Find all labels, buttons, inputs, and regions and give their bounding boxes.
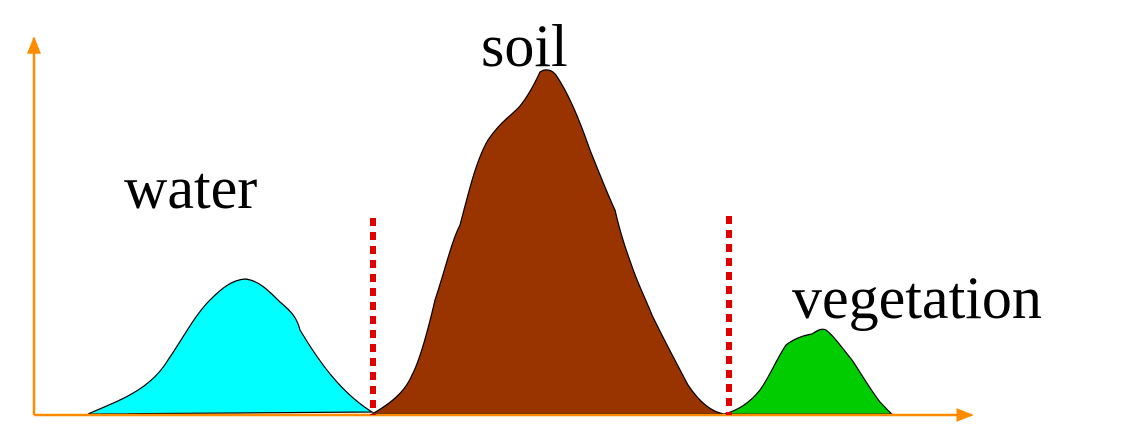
water-label: water [124,155,257,221]
soil-label: soil [481,13,568,79]
water-peak [87,278,375,415]
vegetation-peak [723,328,894,415]
vegetation-label: vegetation [792,265,1042,331]
soil-peak [369,69,725,415]
